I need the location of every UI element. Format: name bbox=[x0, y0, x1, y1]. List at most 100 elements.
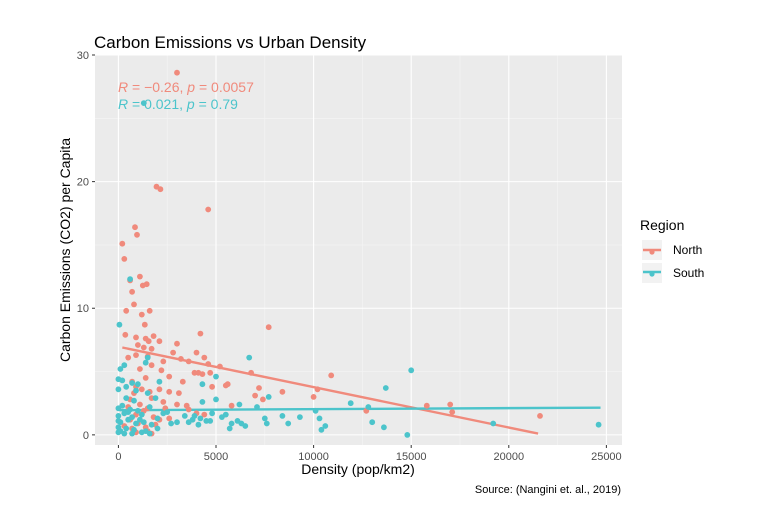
y-tick-label: 30 bbox=[77, 50, 89, 62]
north-point bbox=[197, 330, 204, 337]
trend-lines bbox=[119, 346, 601, 435]
north-point bbox=[314, 386, 321, 393]
south-point bbox=[138, 411, 145, 418]
north-point bbox=[125, 354, 132, 361]
north-point bbox=[179, 378, 186, 385]
south-point bbox=[347, 400, 354, 407]
north-point bbox=[137, 401, 143, 408]
south-point bbox=[261, 415, 268, 422]
south-point bbox=[322, 423, 329, 429]
south-point bbox=[195, 421, 202, 428]
south-point bbox=[236, 401, 243, 408]
north-point bbox=[252, 392, 258, 399]
south-point bbox=[164, 409, 171, 415]
south-point bbox=[115, 386, 122, 393]
north-point bbox=[447, 401, 454, 408]
south-point bbox=[140, 100, 147, 106]
south-r-value: = 0.021, bbox=[128, 96, 187, 112]
north-point bbox=[156, 338, 163, 345]
x-tick-label: 0 bbox=[115, 451, 121, 463]
south-point bbox=[490, 420, 497, 427]
chart-title: Carbon Emissions vs Urban Density bbox=[94, 33, 367, 52]
south-point bbox=[144, 390, 151, 396]
plot-panel bbox=[95, 55, 622, 445]
north-point bbox=[138, 311, 145, 318]
south-point bbox=[369, 419, 376, 426]
legend-title: Region bbox=[640, 217, 684, 233]
south-point bbox=[408, 367, 415, 374]
north-point bbox=[132, 224, 138, 231]
north-point bbox=[205, 361, 212, 367]
north-point bbox=[537, 413, 543, 419]
y-tick-label: 20 bbox=[77, 177, 89, 189]
south-point bbox=[213, 373, 219, 380]
south-point bbox=[138, 429, 145, 436]
south-point bbox=[123, 425, 130, 432]
legend-dot-south bbox=[649, 271, 655, 277]
north-point bbox=[201, 354, 208, 361]
south-trend-line bbox=[119, 406, 601, 412]
south-point bbox=[228, 420, 235, 427]
south-point bbox=[279, 413, 286, 419]
north-p-value: = 0.0057 bbox=[195, 79, 254, 95]
south-point bbox=[199, 399, 206, 405]
north-point bbox=[279, 388, 286, 395]
south-point bbox=[297, 414, 303, 420]
north-point bbox=[174, 401, 180, 408]
south-point bbox=[121, 362, 128, 369]
north-point bbox=[176, 390, 182, 396]
south-point bbox=[125, 416, 132, 423]
south-point bbox=[263, 420, 270, 427]
south-point bbox=[142, 359, 149, 366]
south-point bbox=[117, 428, 124, 434]
correlation-annotations: R = −0.26, p = 0.0057 R = 0.021, p = 0.7… bbox=[118, 79, 254, 112]
south-point bbox=[125, 409, 132, 415]
source-caption: Source: (Nangini et. al., 2019) bbox=[475, 484, 621, 496]
legend: Region North South bbox=[640, 217, 704, 283]
north-point bbox=[201, 411, 208, 418]
south-point bbox=[119, 377, 126, 384]
south-point bbox=[137, 416, 143, 423]
south-correlation-label: R = 0.021, p = 0.79 bbox=[118, 96, 238, 112]
north-point bbox=[131, 301, 137, 308]
south-point bbox=[404, 432, 411, 438]
south-point bbox=[285, 420, 292, 427]
south-point bbox=[133, 420, 139, 427]
north-point bbox=[122, 331, 129, 338]
south-point bbox=[131, 397, 137, 404]
south-point bbox=[146, 430, 153, 437]
north-point bbox=[133, 334, 139, 341]
south-point bbox=[115, 413, 122, 419]
north-point bbox=[423, 402, 430, 409]
x-tick-label: 5000 bbox=[204, 451, 228, 463]
north-point bbox=[137, 366, 143, 372]
south-point bbox=[365, 404, 372, 410]
south-point bbox=[156, 378, 163, 385]
north-r-value: = −0.26, bbox=[128, 79, 187, 95]
south-point bbox=[238, 420, 245, 427]
south-point bbox=[382, 385, 389, 391]
north-point bbox=[209, 383, 216, 390]
north-point bbox=[166, 373, 173, 380]
north-point bbox=[119, 240, 126, 247]
legend-dot-north bbox=[649, 249, 655, 255]
north-point bbox=[205, 206, 212, 213]
south-point bbox=[185, 419, 192, 426]
north-p-symbol: p bbox=[186, 79, 195, 95]
south-point bbox=[116, 321, 123, 328]
south-point bbox=[123, 383, 130, 390]
north-point bbox=[143, 281, 150, 288]
south-point bbox=[199, 381, 206, 388]
south-point bbox=[213, 396, 219, 403]
north-point bbox=[260, 396, 266, 403]
north-point bbox=[148, 362, 155, 369]
north-point bbox=[150, 333, 157, 339]
legend-item-south: South bbox=[642, 263, 704, 283]
south-point bbox=[127, 276, 133, 282]
north-point bbox=[166, 388, 173, 395]
south-point bbox=[123, 395, 130, 401]
south-point bbox=[254, 404, 260, 410]
data-points bbox=[115, 69, 602, 438]
south-point bbox=[197, 415, 204, 422]
